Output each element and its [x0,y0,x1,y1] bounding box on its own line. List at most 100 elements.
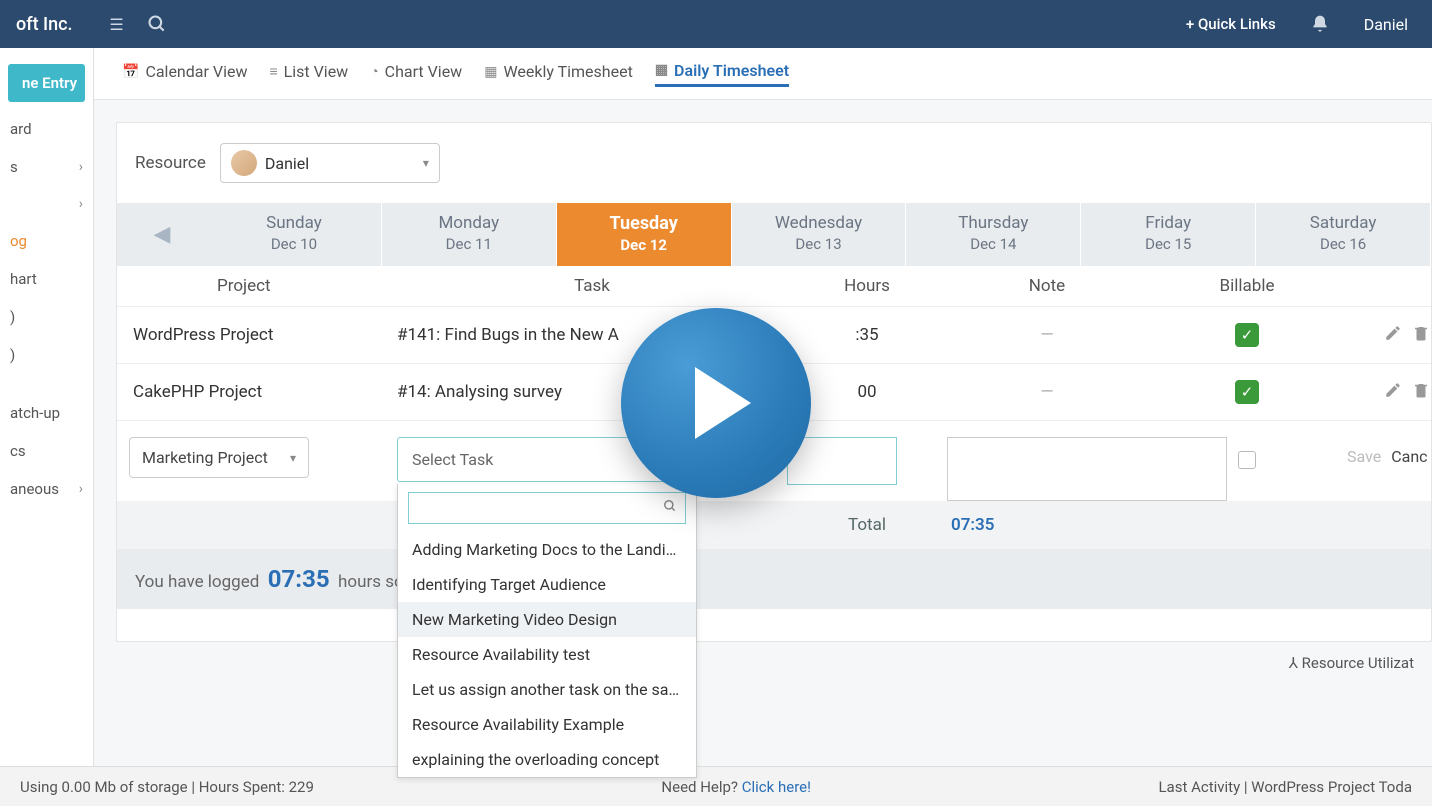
sidebar-item[interactable]: og [0,222,93,260]
sidebar-item[interactable]: cs [0,432,93,470]
avatar-icon [231,150,257,176]
tab-icon: ◔ [370,63,378,80]
day-cell[interactable]: SundayDec 10 [207,203,382,266]
tab-label: Weekly Timesheet [503,62,632,81]
hamburger-icon[interactable]: ☰ [97,4,137,44]
task-option[interactable]: Resource Availability Example [398,707,696,742]
day-date: Dec 10 [207,235,381,253]
day-of-week: Monday [382,213,556,233]
total-row: Total 07:35 [117,501,1431,549]
help-link[interactable]: Click here! [742,778,811,796]
view-tab[interactable]: ▦ Weekly Timesheet [484,62,633,85]
brand: oft Inc. [16,14,73,35]
prev-week-button[interactable]: ◀ [117,203,207,266]
task-option[interactable]: New Marketing Video Design [398,602,696,637]
project-select[interactable]: Marketing Project ▾ [129,437,309,478]
username[interactable]: Daniel [1364,15,1408,34]
cancel-button[interactable]: Canc [1391,447,1427,466]
chevron-right-icon: › [79,196,83,212]
task-option[interactable]: Let us assign another task on the same [398,672,696,707]
check-icon: ✓ [1235,323,1259,347]
tab-label: Chart View [385,62,463,81]
chevron-right-icon: › [79,159,83,175]
logged-hours: 07:35 [268,565,330,593]
tab-icon: ▦ [484,64,497,80]
day-cell[interactable]: FridayDec 15 [1081,203,1256,266]
resource-name: Daniel [265,154,309,173]
cell-hours: :35 [787,325,947,345]
col-billable: Billable [1147,276,1347,296]
status-bar: Using 0.00 Mb of storage | Hours Spent: … [0,766,1432,806]
cell-project: WordPress Project [117,325,397,345]
bell-icon[interactable] [1300,4,1340,44]
task-search-input[interactable] [417,499,663,517]
chevron-right-icon: › [79,481,83,497]
cell-note: — [947,325,1147,345]
day-date: Dec 11 [382,235,556,253]
save-button[interactable]: Save [1347,447,1381,466]
task-search[interactable] [408,492,686,524]
day-of-week: Saturday [1256,213,1430,233]
chevron-down-icon: ▾ [290,451,296,465]
logged-prefix: You have logged [135,572,259,592]
sidebar-item[interactable]: ) [0,336,93,374]
col-hours: Hours [787,276,947,296]
col-task: Task [397,276,787,296]
play-button[interactable] [621,308,811,498]
tab-label: Calendar View [145,62,247,81]
resource-utilization-link[interactable]: ⅄ Resource Utilizat [116,642,1432,672]
day-date: Dec 16 [1256,235,1430,253]
day-cell[interactable]: Saturday Dec 16 [1256,203,1431,266]
tab-icon: ≡ [269,63,277,80]
check-icon: ✓ [1235,380,1259,404]
total-value: 07:35 [947,515,1147,535]
task-option[interactable]: explaining the overloading concept [398,742,696,777]
sidebar-item[interactable]: aneous› [0,470,93,508]
day-of-week: Friday [1081,213,1255,233]
chevron-down-icon: ▾ [423,156,429,170]
day-cell[interactable]: ThursdayDec 14 [906,203,1081,266]
quick-links[interactable]: + Quick Links [1186,15,1276,33]
edit-icon[interactable] [1384,381,1402,404]
view-tab[interactable]: ◔ Chart View [370,62,462,85]
task-option[interactable]: Adding Marketing Docs to the Landing P [398,532,696,567]
search-icon[interactable] [137,4,177,44]
primary-action-button[interactable]: ne Entry [8,64,85,102]
view-tab[interactable]: 📅 Calendar View [122,62,247,85]
topbar: oft Inc. ☰ + Quick Links Daniel [0,0,1432,48]
view-tab[interactable]: ≡List View [269,62,348,85]
week-row: ◀ SundayDec 10Monday Dec 11TuesdayDec 12W… [117,203,1431,266]
day-of-week: Wednesday [732,213,906,233]
view-tab[interactable]: ▦Daily Timesheet [655,61,789,87]
total-label: Total [787,515,947,535]
day-of-week: Thursday [906,213,1080,233]
sidebar-item[interactable]: atch-up [0,394,93,432]
day-cell[interactable]: Monday Dec 11 [382,203,557,266]
edit-icon[interactable] [1384,324,1402,347]
project-select-value: Marketing Project [142,448,268,467]
cell-note: — [947,382,1147,402]
day-cell[interactable]: TuesdayDec 12 [557,203,732,266]
delete-icon[interactable] [1412,324,1430,347]
sidebar: ne Entry ards››oghart))atch-upcsaneous› [0,48,94,806]
sidebar-item[interactable]: ) [0,298,93,336]
cell-hours: 00 [787,382,947,402]
resource-select[interactable]: Daniel ▾ [220,143,440,183]
col-note: Note [947,276,1147,296]
task-option[interactable]: Identifying Target Audience [398,567,696,602]
day-cell[interactable]: Wednesday Dec 13 [732,203,907,266]
task-dropdown: Adding Marketing Docs to the Landing PId… [397,484,697,778]
sidebar-item[interactable]: ard [0,110,93,148]
sidebar-item[interactable]: s› [0,148,93,186]
day-date: Dec 13 [732,235,906,253]
tab-icon: ▦ [655,62,668,78]
tab-icon: 📅 [122,64,139,80]
cell-project: CakePHP Project [117,382,397,402]
hours-input[interactable] [787,437,897,485]
sidebar-item[interactable]: hart [0,260,93,298]
billable-checkbox[interactable] [1238,451,1256,469]
task-option[interactable]: Resource Availability test [398,637,696,672]
sidebar-item[interactable]: › [0,186,93,222]
sidebar-item[interactable] [0,374,93,394]
delete-icon[interactable] [1412,381,1430,404]
